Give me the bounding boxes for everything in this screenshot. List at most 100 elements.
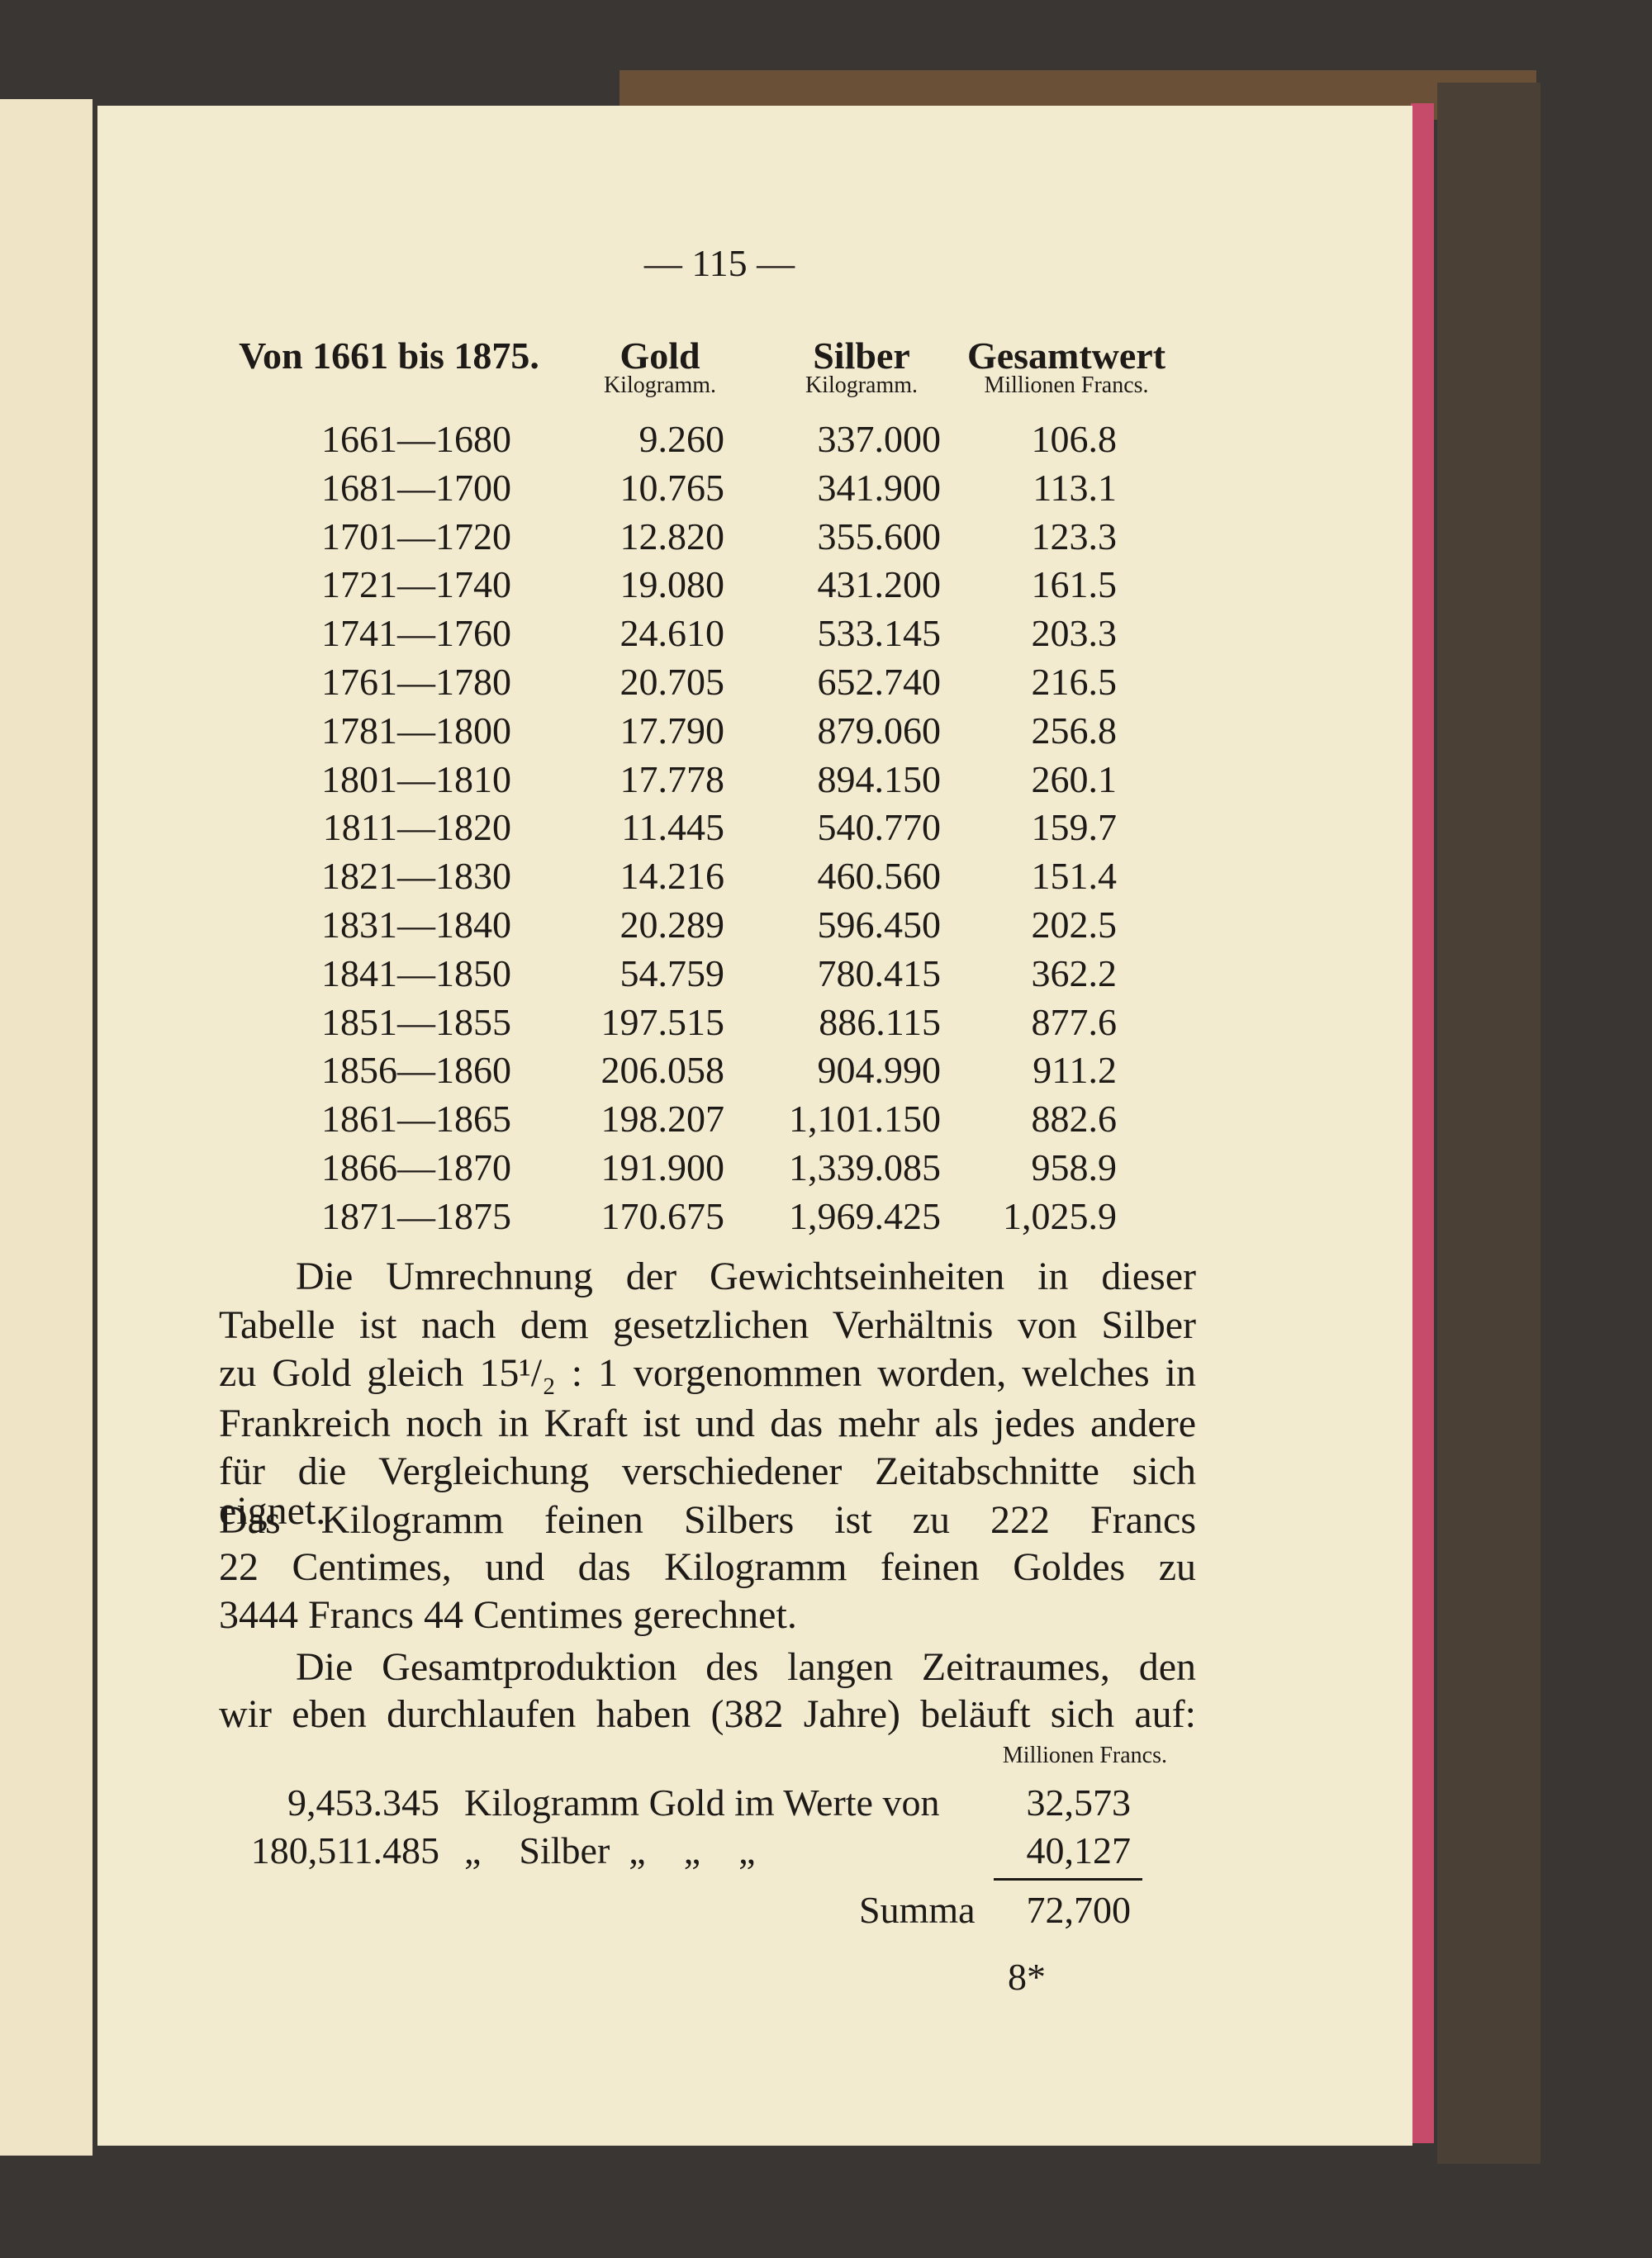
table-cell: 652.740 (817, 661, 942, 703)
paragraph-line: für die Vergleichung verschiedener Zeita… (219, 1449, 1196, 1533)
period-cell: 1856—1860 (321, 1049, 511, 1092)
table-cell: 54.759 (620, 951, 725, 994)
table-cell: 9.260 (638, 418, 725, 460)
table-cell: 337.000 (817, 418, 942, 460)
table-cell: 216.5 (1031, 661, 1118, 703)
summary-total: 72,700 (1026, 1889, 1132, 1931)
period-cell: 1701—1720 (321, 515, 511, 557)
period-cell: 1811—1820 (322, 806, 511, 849)
table-cell: 206.058 (601, 1049, 725, 1092)
table-cell: 1,025.9 (1003, 1194, 1117, 1237)
table-cell: 14.216 (620, 855, 725, 898)
sum-rule (994, 1878, 1142, 1881)
period-cell: 1851—1855 (321, 1000, 511, 1043)
table-cell: 1,969.425 (789, 1194, 941, 1237)
period-cell: 1741—1760 (321, 612, 511, 655)
period-cell: 1761—1780 (321, 661, 511, 703)
table-cell: 877.6 (1031, 1000, 1118, 1043)
table-cell: 431.200 (817, 563, 942, 606)
table-cell: 106.8 (1031, 418, 1118, 460)
table-cell: 540.770 (817, 806, 942, 849)
table-cell: 11.445 (621, 806, 724, 849)
table-cell: 355.600 (817, 515, 942, 557)
table-title: Von 1661 bis 1875. (239, 334, 539, 377)
table-cell: 170.675 (601, 1194, 725, 1237)
table-cell: 19.080 (620, 563, 725, 606)
table-cell: 1,101.150 (789, 1098, 941, 1141)
paragraph-line: zu Gold gleich 15¹/₂ : 1 vorgenommen wor… (219, 1351, 1196, 1395)
left-page (0, 99, 93, 2156)
table-cell: 904.990 (817, 1049, 942, 1092)
table-cell: 161.5 (1031, 563, 1118, 606)
page-edge (1411, 103, 1434, 2143)
summary-value: 40,127 (1026, 1829, 1132, 1871)
column-header: Gold (620, 334, 700, 377)
column-unit: Kilogramm. (603, 372, 717, 398)
paragraph-line: Das Kilogramm feinen Silbers ist zu 222 … (219, 1498, 1196, 1542)
paragraph-line: 22 Centimes, und das Kilogramm feinen Go… (219, 1545, 1196, 1589)
table-cell: 17.790 (620, 709, 725, 752)
column-header: Gesamtwert (966, 334, 1166, 377)
table-cell: 879.060 (817, 709, 942, 752)
paragraph-line: Die Umrechnung der Gewichtseinheiten in … (296, 1255, 1196, 1298)
table-cell: 596.450 (817, 904, 942, 946)
table-cell: 886.115 (819, 1000, 941, 1043)
summary-total-label: Summa (859, 1889, 976, 1931)
table-cell: 151.4 (1031, 855, 1118, 898)
table-cell: 191.900 (601, 1146, 725, 1188)
period-cell: 1841—1850 (321, 951, 511, 994)
summary-text: Kilogramm Gold im Werte von (464, 1781, 940, 1824)
table-cell: 911.2 (1032, 1049, 1117, 1092)
summary-amount: 9,453.345 (287, 1781, 439, 1824)
summary-unit: Millionen Francs. (1002, 1743, 1167, 1768)
table-cell: 123.3 (1031, 515, 1118, 557)
column-header: Silber (813, 334, 910, 377)
table-cell: 202.5 (1031, 904, 1118, 946)
table-cell: 894.150 (817, 757, 942, 800)
table-cell: 17.778 (620, 757, 725, 800)
page-number: — 115 — (643, 242, 795, 284)
summary-text: „ Silber „ „ „ (464, 1829, 756, 1871)
table-cell: 780.415 (817, 951, 942, 994)
table-cell: 10.765 (620, 466, 725, 509)
table-cell: 341.900 (817, 466, 942, 509)
table-cell: 203.3 (1031, 612, 1118, 655)
period-cell: 1871—1875 (321, 1194, 511, 1237)
period-cell: 1866—1870 (321, 1146, 511, 1188)
summary-amount: 180,511.485 (250, 1829, 439, 1871)
table-cell: 882.6 (1031, 1098, 1118, 1141)
period-cell: 1831—1840 (321, 904, 511, 946)
period-cell: 1661—1680 (321, 418, 511, 460)
column-unit: Kilogramm. (805, 372, 919, 398)
table-cell: 113.1 (1032, 466, 1117, 509)
column-unit: Millionen Francs. (984, 372, 1149, 398)
table-cell: 12.820 (620, 515, 725, 557)
period-cell: 1861—1865 (321, 1098, 511, 1141)
summary-value: 32,573 (1026, 1781, 1132, 1824)
paragraph-line: Frankreich noch in Kraft ist und das meh… (219, 1402, 1196, 1445)
table-cell: 533.145 (817, 612, 942, 655)
period-cell: 1801—1810 (321, 757, 511, 800)
signature-mark: 8* (1008, 1956, 1046, 1998)
table-cell: 24.610 (620, 612, 725, 655)
table-cell: 20.705 (620, 661, 725, 703)
table-cell: 1,339.085 (789, 1146, 941, 1188)
table-cell: 260.1 (1031, 757, 1118, 800)
table-cell: 460.560 (817, 855, 942, 898)
table-cell: 362.2 (1031, 951, 1118, 994)
table-cell: 20.289 (620, 904, 725, 946)
paragraph-line: wir eben durchlaufen haben (382 Jahre) b… (219, 1692, 1196, 1736)
paragraph-line: Die Gesamtproduktion des langen Zeitraum… (296, 1645, 1196, 1689)
period-cell: 1721—1740 (321, 563, 511, 606)
paragraph-line: 3444 Francs 44 Centimes gerechnet. (219, 1593, 797, 1637)
table-cell: 198.207 (601, 1098, 725, 1141)
table-cell: 197.515 (601, 1000, 725, 1043)
period-cell: 1821—1830 (321, 855, 511, 898)
table-cell: 958.9 (1031, 1146, 1118, 1188)
table-cell: 159.7 (1031, 806, 1118, 849)
table-cell: 256.8 (1031, 709, 1118, 752)
period-cell: 1681—1700 (321, 466, 511, 509)
page (97, 106, 1412, 2146)
period-cell: 1781—1800 (321, 709, 511, 752)
